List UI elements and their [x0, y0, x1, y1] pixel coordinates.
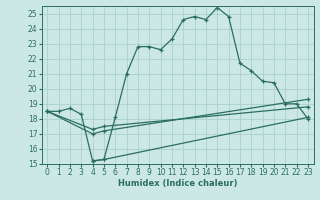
X-axis label: Humidex (Indice chaleur): Humidex (Indice chaleur) — [118, 179, 237, 188]
